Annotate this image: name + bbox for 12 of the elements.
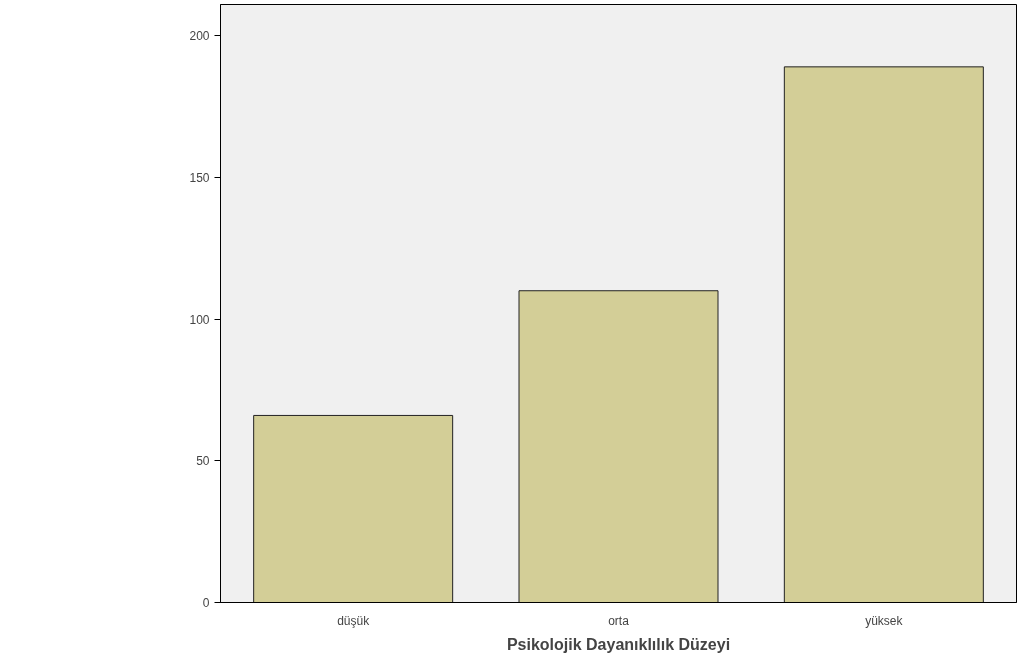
bar: [518, 290, 719, 603]
y-tick-label: 200: [189, 29, 210, 44]
bar: [783, 66, 984, 603]
bar: [253, 414, 454, 603]
x-tick-label: yüksek: [865, 613, 904, 628]
x-tick-label: düşük: [337, 613, 371, 628]
y-tick-label: 150: [189, 170, 210, 185]
x-tick-label: orta: [608, 613, 630, 628]
y-tick-label: 100: [189, 312, 210, 327]
y-tick-label: 50: [196, 454, 210, 469]
y-tick-label: 0: [202, 596, 210, 610]
x-axis-title: Psikolojik Dayanıklılık Düzeyi: [506, 635, 731, 653]
